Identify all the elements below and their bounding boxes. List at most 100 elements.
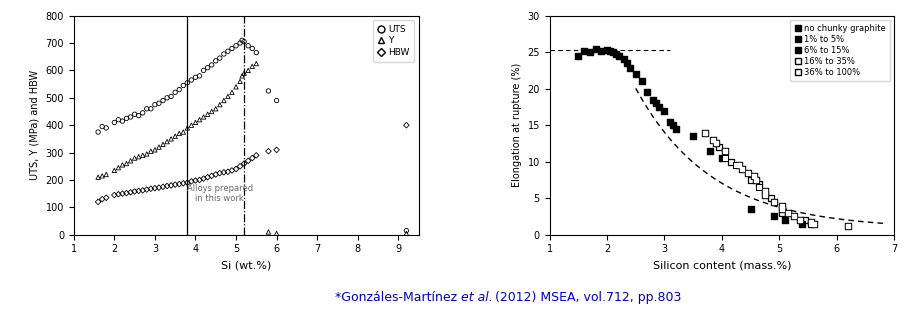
Point [99,126,113,131]
Point [196,68,211,73]
Point [617,57,632,62]
Point [781,210,796,215]
Point [184,78,199,83]
Point [686,134,701,139]
Point [758,192,773,197]
Point [804,221,819,226]
Point [245,64,260,69]
Point [786,214,801,219]
Point [763,196,778,201]
Point [588,46,603,51]
Point [90,199,105,204]
Point [697,130,712,135]
Point [107,168,122,173]
Point [792,218,807,223]
Point [164,136,179,141]
Point [235,38,250,43]
Point [651,105,666,110]
X-axis label: Si (wt.%): Si (wt.%) [221,260,271,270]
Text: *Gonzáles-Martínez: *Gonzáles-Martínez [335,290,461,304]
Point [136,110,150,115]
Point [164,183,179,188]
Point [774,203,789,208]
Point [732,163,747,168]
Point [774,207,789,212]
Point [188,178,203,183]
Point [136,153,150,158]
Point [634,79,649,84]
Point [176,130,191,135]
Point [225,90,240,95]
Point [766,199,781,204]
Y-axis label: UTS, Y (MPa) and HBW: UTS, Y (MPa) and HBW [30,70,40,180]
Point [786,214,801,219]
Point [180,126,195,131]
Point [192,117,207,122]
Text: et al.: et al. [461,290,492,304]
Point [225,168,240,173]
Point [127,189,142,194]
Point [136,188,150,193]
Point [148,102,162,107]
Point [156,184,171,189]
Point [743,177,758,182]
Point [90,175,105,180]
Point [746,174,761,179]
Point [200,112,215,117]
Point [208,106,223,111]
Point [709,141,724,146]
Point [119,116,134,121]
Point [622,66,637,71]
Point [208,58,223,63]
Point [220,169,235,174]
Point [774,207,789,212]
Point [261,149,276,154]
Point [620,61,634,66]
Point [245,46,260,51]
Point [119,161,134,166]
Point [95,173,110,178]
Point [205,109,219,114]
Point [715,156,729,161]
Point [792,218,807,223]
Point [151,101,166,106]
Point [697,130,712,135]
Point [160,95,174,100]
Point [583,50,597,55]
Point [399,231,414,236]
Point [171,131,186,136]
Point [740,170,755,175]
Point [703,148,718,153]
Point [645,97,660,102]
Point [180,180,195,185]
Point [148,147,162,152]
Point [795,221,810,226]
Point [807,221,822,226]
Point [571,53,585,58]
Point [804,219,819,224]
Point [107,120,122,125]
Point [743,207,758,212]
Point [749,177,763,182]
Point [139,151,154,156]
Point [709,141,724,146]
Point [752,181,767,186]
Point [184,179,199,184]
Point [841,223,856,228]
Point [249,50,264,55]
Point [717,148,732,153]
Point [212,56,227,61]
Point [99,195,113,200]
Point [188,75,203,80]
Point [241,158,255,163]
Point [196,115,211,120]
Point [735,167,750,172]
Point [640,90,655,95]
Point [115,191,130,196]
Point [164,94,179,99]
Point [712,145,727,150]
Point [841,223,856,228]
Point [269,147,284,152]
Point [245,156,260,161]
Point [746,174,761,179]
